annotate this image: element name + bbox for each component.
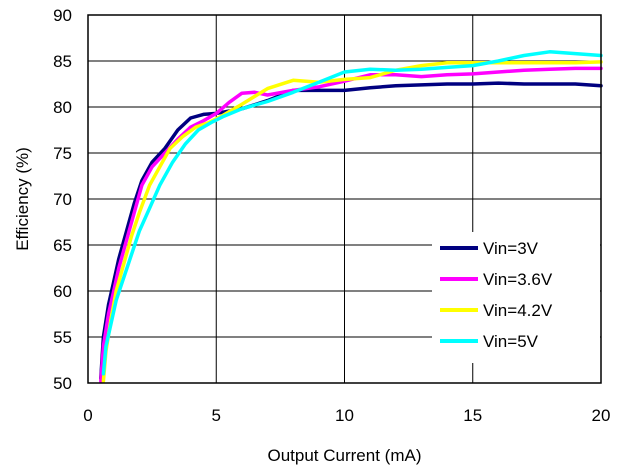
x-tick-label: 20 xyxy=(592,406,611,425)
x-tick-label: 10 xyxy=(335,406,354,425)
plot-frame xyxy=(87,14,602,384)
legend-label-2: Vin=3.6V xyxy=(483,270,553,289)
x-tick-labels: 0 5 10 15 20 xyxy=(83,406,610,425)
y-tick-label: 90 xyxy=(53,6,72,25)
x-tick-label: 15 xyxy=(463,406,482,425)
x-axis-label: Output Current (mA) xyxy=(268,446,422,465)
series-line-2 xyxy=(99,66,603,383)
series-line-4 xyxy=(101,50,603,376)
series-lines xyxy=(99,50,603,383)
x-tick-label: 5 xyxy=(212,406,221,425)
y-axis-label: Efficiency (%) xyxy=(13,147,32,251)
y-tick-labels: 50 55 60 65 70 75 80 85 90 xyxy=(53,6,72,393)
legend-label-1: Vin=3V xyxy=(483,239,539,258)
y-tick-label: 50 xyxy=(53,374,72,393)
legend: Vin=3V Vin=3.6V Vin=4.2V Vin=5V xyxy=(432,232,600,363)
y-tick-label: 70 xyxy=(53,190,72,209)
legend-label-4: Vin=5V xyxy=(483,332,539,351)
y-tick-label: 85 xyxy=(53,52,72,71)
y-tick-label: 55 xyxy=(53,328,72,347)
y-tick-label: 60 xyxy=(53,282,72,301)
y-tick-label: 65 xyxy=(53,236,72,255)
x-tick-label: 0 xyxy=(83,406,92,425)
legend-label-3: Vin=4.2V xyxy=(483,301,553,320)
y-tick-label: 75 xyxy=(53,144,72,163)
y-tick-label: 80 xyxy=(53,98,72,117)
